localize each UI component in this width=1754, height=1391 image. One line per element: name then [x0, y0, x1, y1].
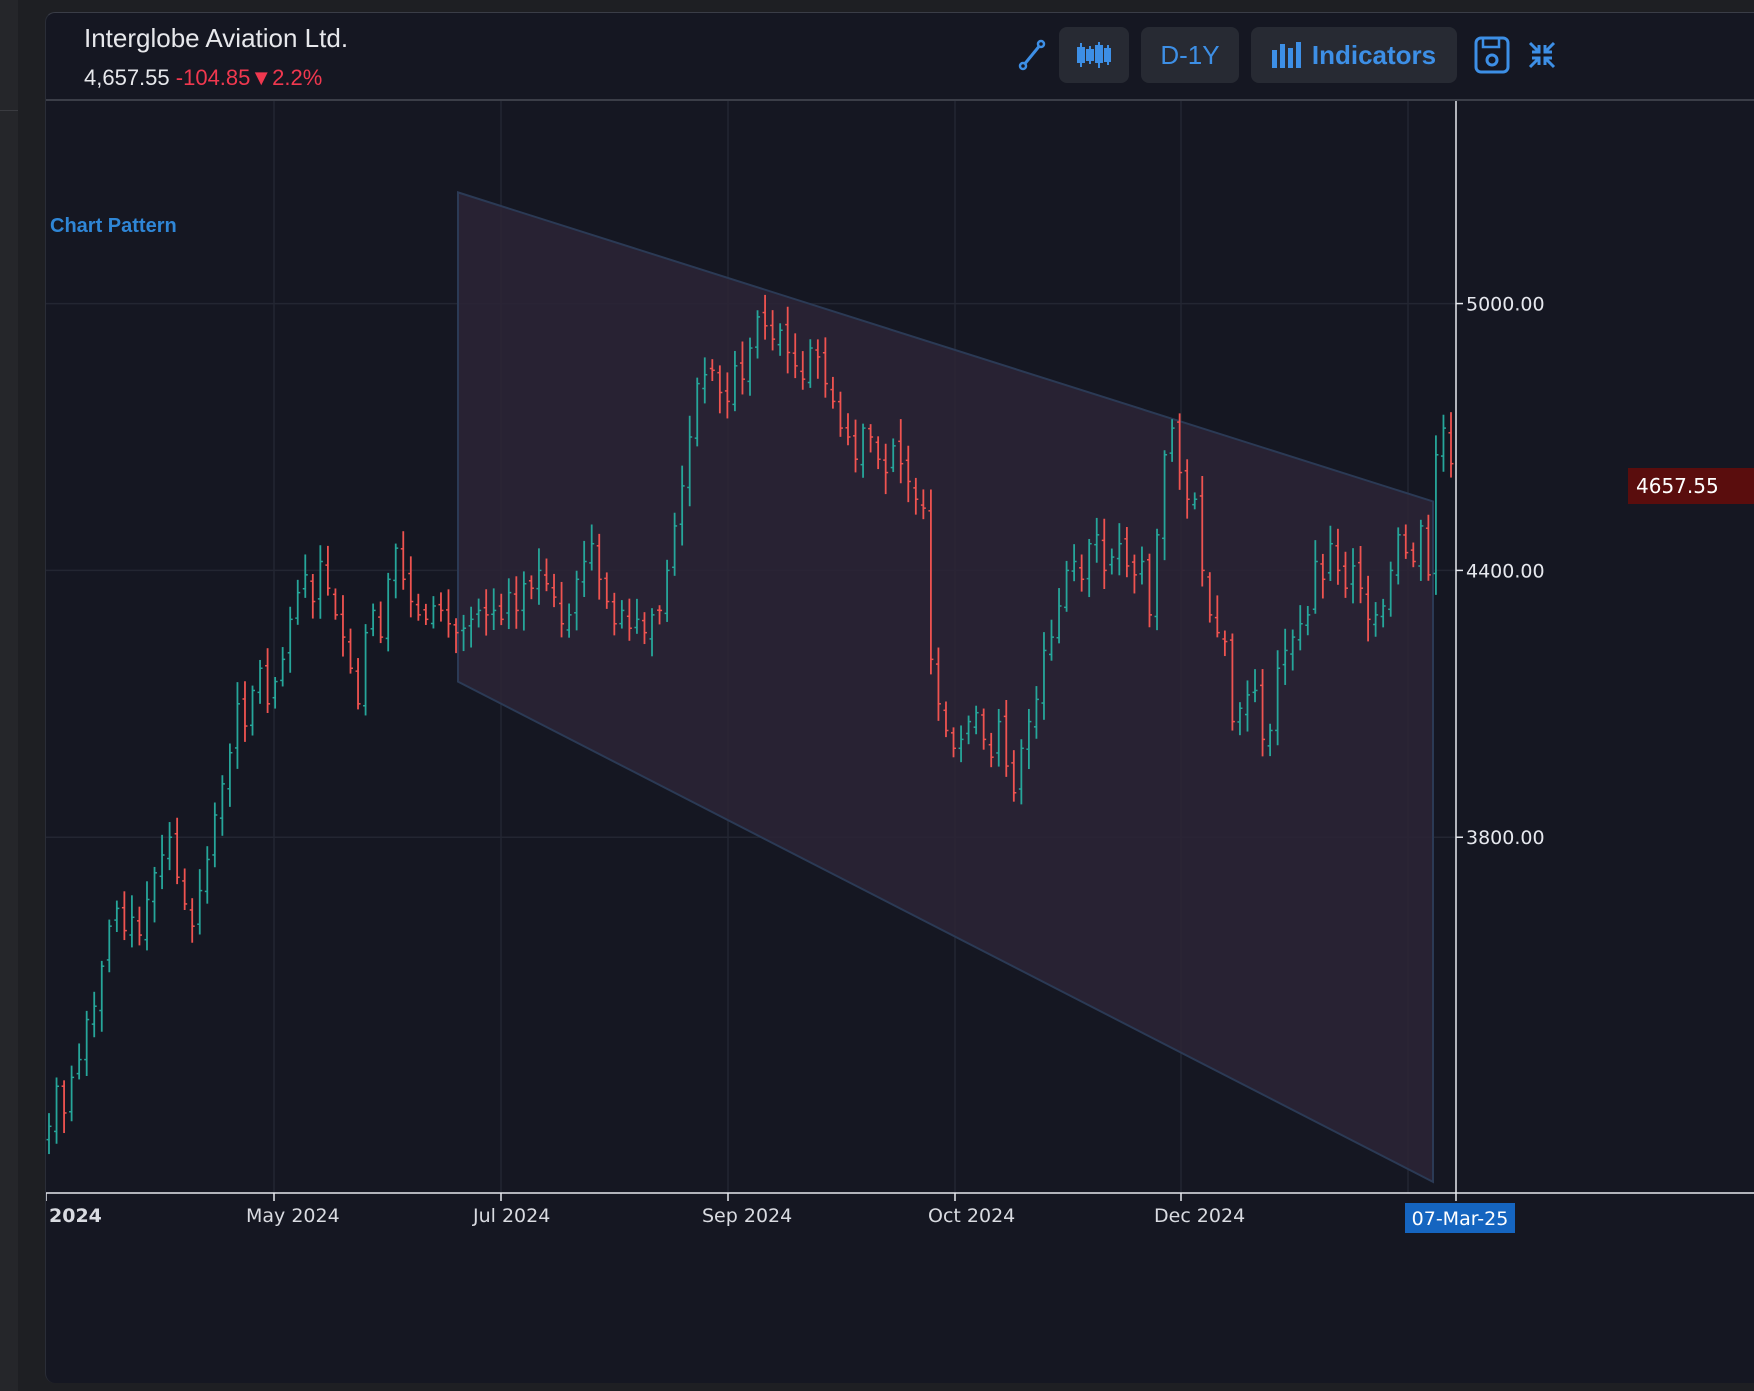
y-tick-label-0: 5000.00	[1466, 294, 1545, 316]
indicators-button[interactable]: Indicators	[1251, 27, 1457, 83]
left-side-strip	[0, 0, 18, 1391]
timeframe-label: D-1Y	[1160, 39, 1220, 70]
x-tick-label-5: Dec 2024	[1154, 1205, 1245, 1227]
instrument-title: Interglobe Aviation Ltd.	[84, 23, 349, 53]
chart-pattern-label: Chart Pattern	[50, 215, 177, 237]
x-tick-label-3: Sep 2024	[702, 1205, 792, 1227]
x-tick-label-2: Jul 2024	[472, 1205, 550, 1227]
y-tick-label-1: 4400.00	[1466, 560, 1545, 582]
bar-chart-icon	[1271, 42, 1301, 68]
save-button[interactable]	[1466, 27, 1518, 83]
current-date-label: 07-Mar-25	[1412, 1208, 1509, 1230]
chart-header: Interglobe Aviation Ltd. 4,657.55 -104.8…	[46, 13, 1754, 101]
current-date-tag	[1405, 1203, 1515, 1233]
collapse-button[interactable]	[1518, 27, 1566, 83]
x-tick-label-0: 2024	[49, 1205, 102, 1227]
last-price: 4,657.55	[84, 65, 170, 90]
price-chart[interactable]: 5000.00 4400.00 3800.00 2024 May 2024 Jul 202…	[46, 13, 1754, 1383]
y-tick-label-2: 3800.00	[1466, 827, 1545, 849]
side-strip-segment	[0, 0, 18, 111]
chart-type-button[interactable]	[1059, 27, 1129, 83]
line-draw-icon	[1018, 39, 1046, 71]
save-icon	[1474, 36, 1510, 74]
x-tick-label-4: Oct 2024	[928, 1205, 1015, 1227]
channel-pattern	[457, 191, 1434, 1184]
indicators-label: Indicators	[1311, 39, 1437, 70]
draw-tool-button[interactable]	[1006, 27, 1058, 83]
collapse-arrows-icon	[1528, 41, 1556, 69]
x-tick-label-1: May 2024	[246, 1205, 340, 1227]
down-arrow-icon: ▼	[250, 65, 273, 90]
candlestick-icon	[1077, 42, 1111, 68]
chart-panel: 5000.00 4400.00 3800.00 2024 May 2024 Jul 202…	[45, 12, 1754, 1383]
price-summary: 4,657.55 -104.85▼2.2%	[84, 65, 322, 91]
price-change: -104.85	[175, 65, 251, 90]
timeframe-button[interactable]: D-1Y	[1141, 27, 1239, 83]
last-price-tag: 4657.55	[1628, 468, 1754, 504]
price-change-percent: 2.2%	[272, 65, 323, 90]
